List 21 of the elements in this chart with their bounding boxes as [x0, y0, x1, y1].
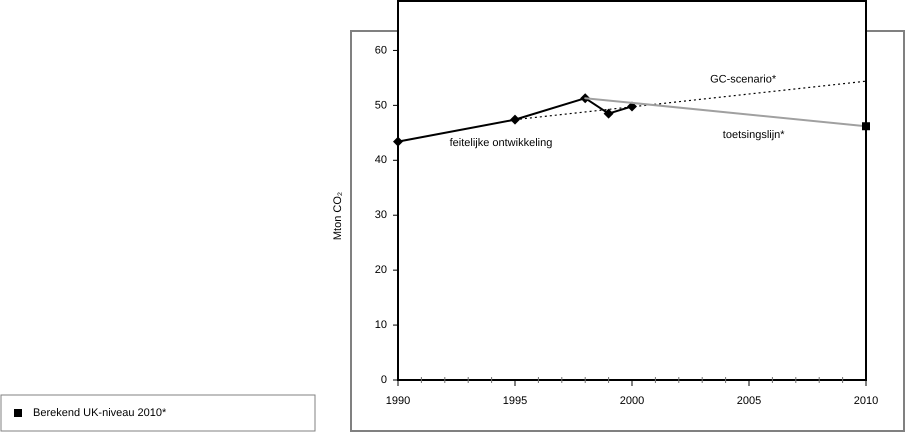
y-tick-label: 20: [374, 264, 387, 276]
y-tick-label: 50: [374, 99, 387, 112]
series-label: toetsingslijn*: [722, 128, 786, 141]
series-label: GC-scenario*: [710, 74, 777, 86]
y-tick-label: 60: [374, 44, 387, 56]
x-tick-label: 2005: [736, 395, 762, 407]
x-tick-label: 2010: [854, 395, 878, 407]
y-tick-label: 10: [374, 318, 387, 331]
y-tick-label: 40: [374, 154, 387, 166]
point: [393, 136, 403, 147]
y-axis-title: Mton CO₂: [332, 192, 344, 240]
legend-label: Berekend UK-niveau 2010*: [33, 406, 168, 419]
point: [604, 108, 614, 119]
x-tick-label: 1995: [502, 395, 528, 407]
x-tick-label: 2000: [620, 395, 644, 407]
point: [862, 122, 870, 130]
series-label: feitelijke ontwikkeling: [450, 137, 552, 150]
y-tick-label: 30: [374, 209, 387, 222]
x-tick-label: 1990: [386, 395, 410, 407]
point: [510, 114, 520, 125]
y-tick-label: 0: [380, 374, 387, 386]
